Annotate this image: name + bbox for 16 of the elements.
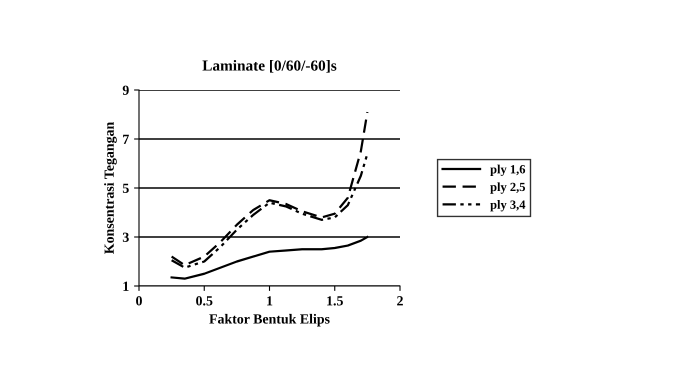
legend-label: ply 3,4: [490, 200, 526, 212]
x-axis-title: Faktor Bentuk Elips: [209, 314, 330, 326]
legend-label: ply 2,5: [490, 182, 526, 194]
y-tick-label: 3: [122, 232, 129, 242]
y-tick-label: 5: [122, 184, 129, 193]
x-tick-label: 0.5: [196, 296, 212, 306]
y-axis-title: Konsentrasi Tegangan: [104, 122, 117, 254]
x-tick-label: 0: [136, 296, 142, 306]
chart-title: Laminate [0/60/-60]s: [202, 60, 336, 73]
x-tick-label: 2: [397, 296, 403, 306]
legend-label: ply 1,6: [490, 164, 526, 176]
y-tick-label: 1: [123, 282, 129, 291]
y-tick-label: 7: [123, 134, 129, 144]
x-tick-label: 1: [267, 296, 272, 306]
y-tick-label: 9: [122, 86, 129, 95]
x-tick-label: 1.5: [327, 296, 343, 306]
